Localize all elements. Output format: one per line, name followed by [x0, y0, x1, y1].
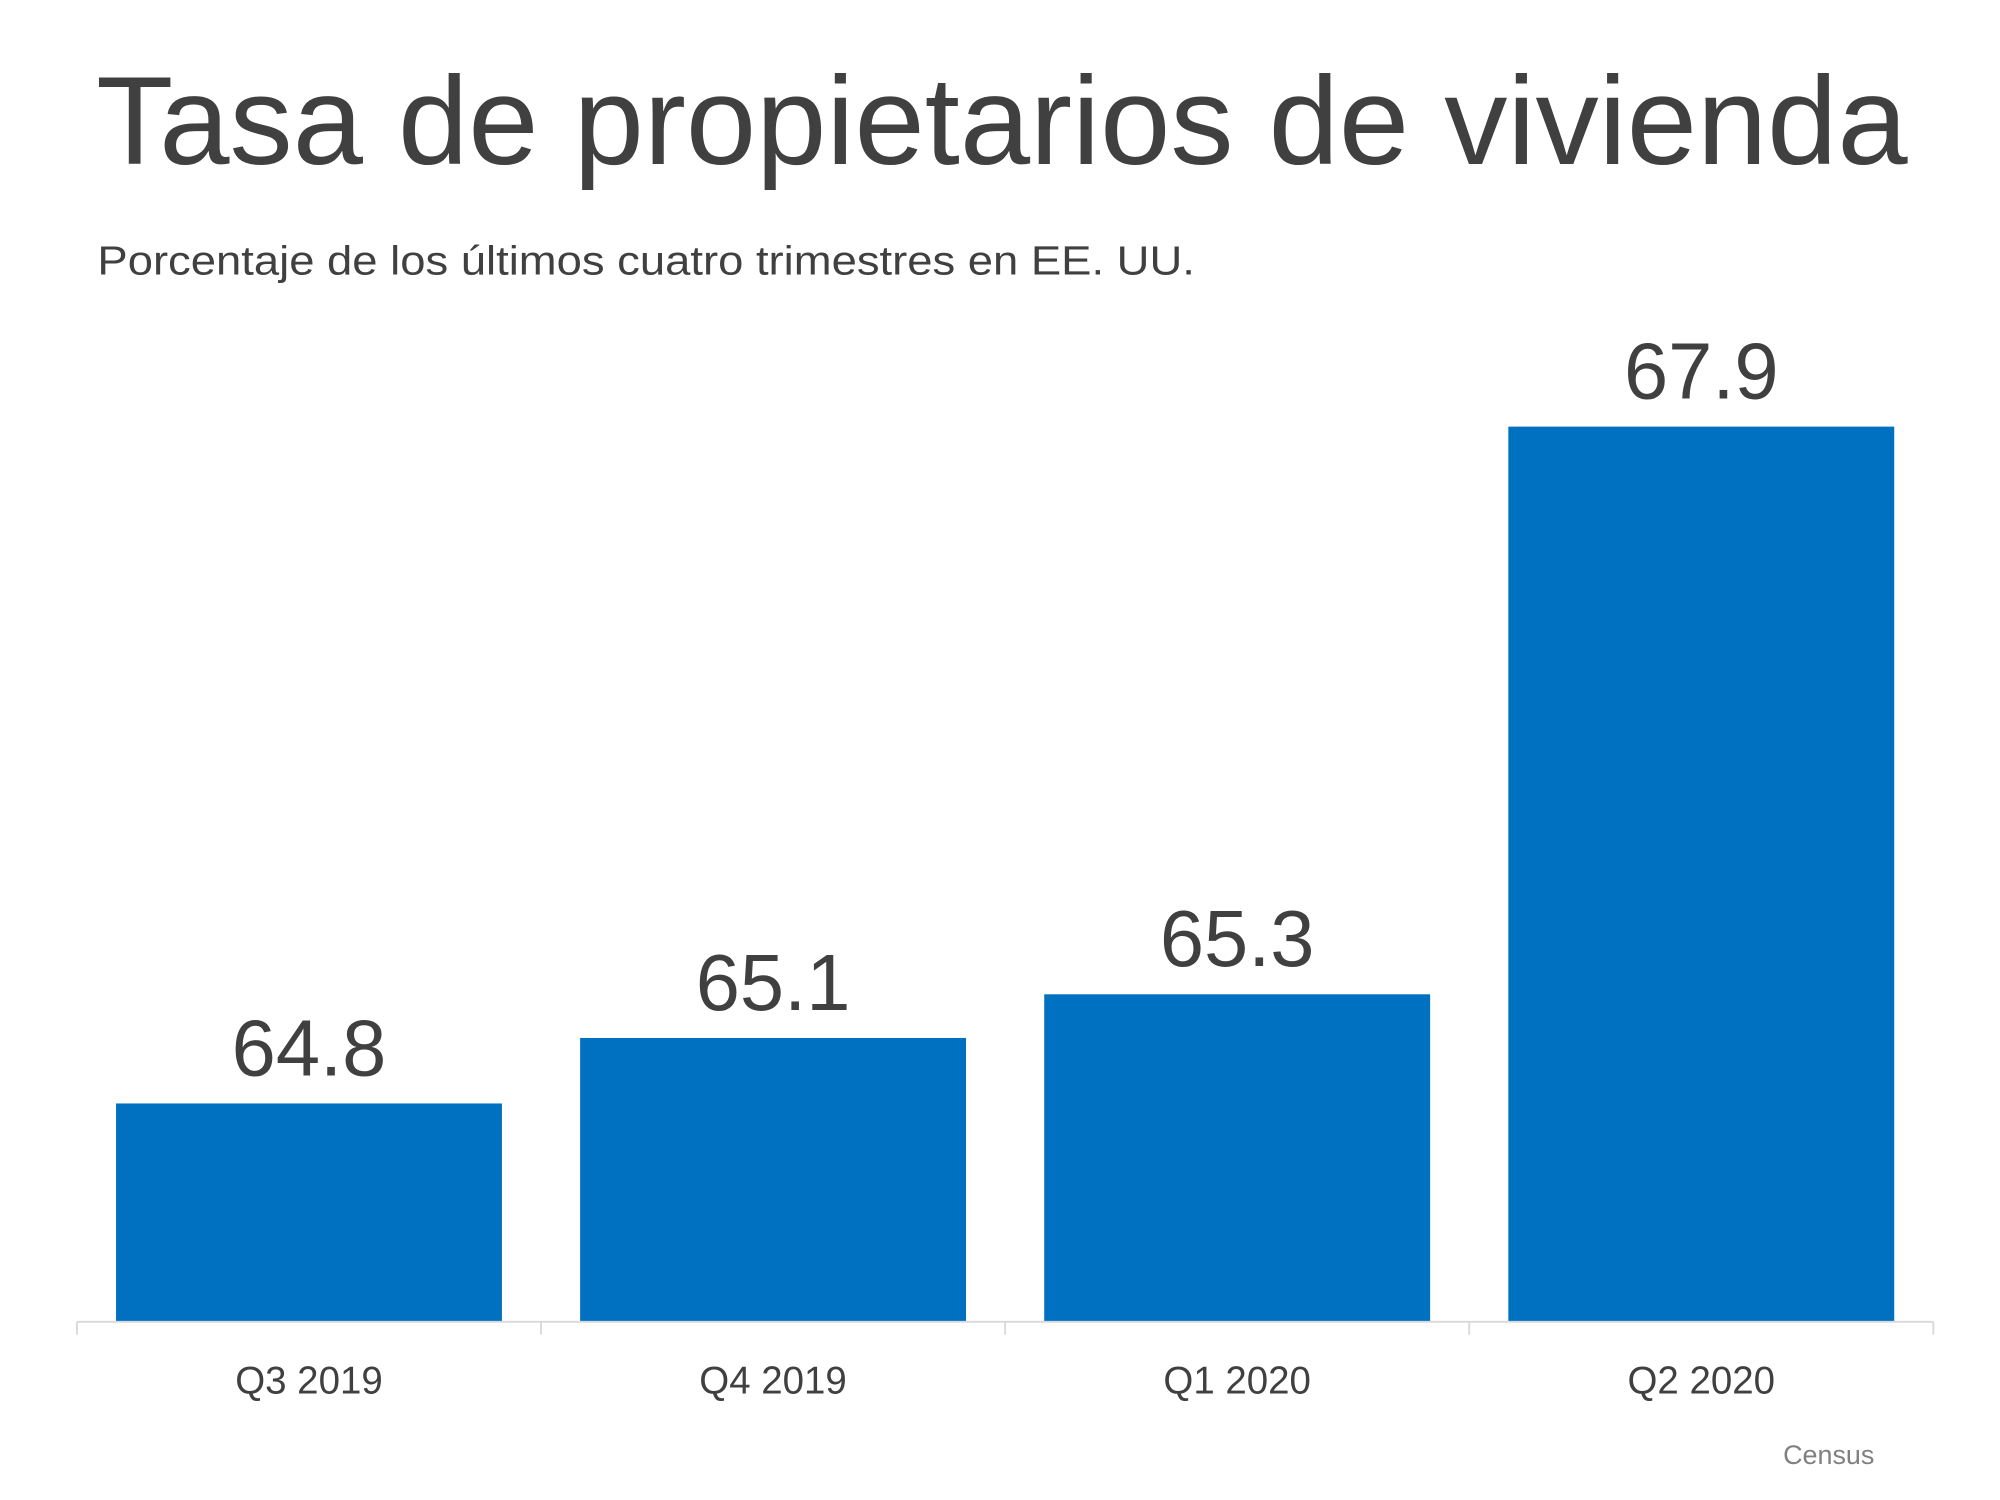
x-tick-label: Q4 2019 — [699, 1360, 847, 1403]
chart-subtitle: Porcentaje de los últimos cuatro trimest… — [97, 237, 1194, 283]
bar-q2-2020 — [1508, 426, 1895, 1322]
data-label: 65.3 — [1160, 894, 1315, 983]
x-tick-label: Q1 2020 — [1163, 1360, 1311, 1403]
x-tick-label: Q3 2019 — [235, 1360, 383, 1403]
x-tick-label: Q2 2020 — [1628, 1360, 1776, 1403]
chart-title: Tasa de propietarios de vivienda — [96, 50, 1908, 191]
bar-q4-2019 — [580, 1037, 967, 1322]
data-label: 67.9 — [1624, 326, 1779, 415]
data-label: 64.8 — [232, 1003, 387, 1092]
bar-q1-2020 — [1044, 994, 1431, 1322]
data-label: 65.1 — [696, 938, 851, 1027]
source-label: Census — [1783, 1440, 1874, 1470]
bar-q3-2019 — [116, 1103, 502, 1322]
